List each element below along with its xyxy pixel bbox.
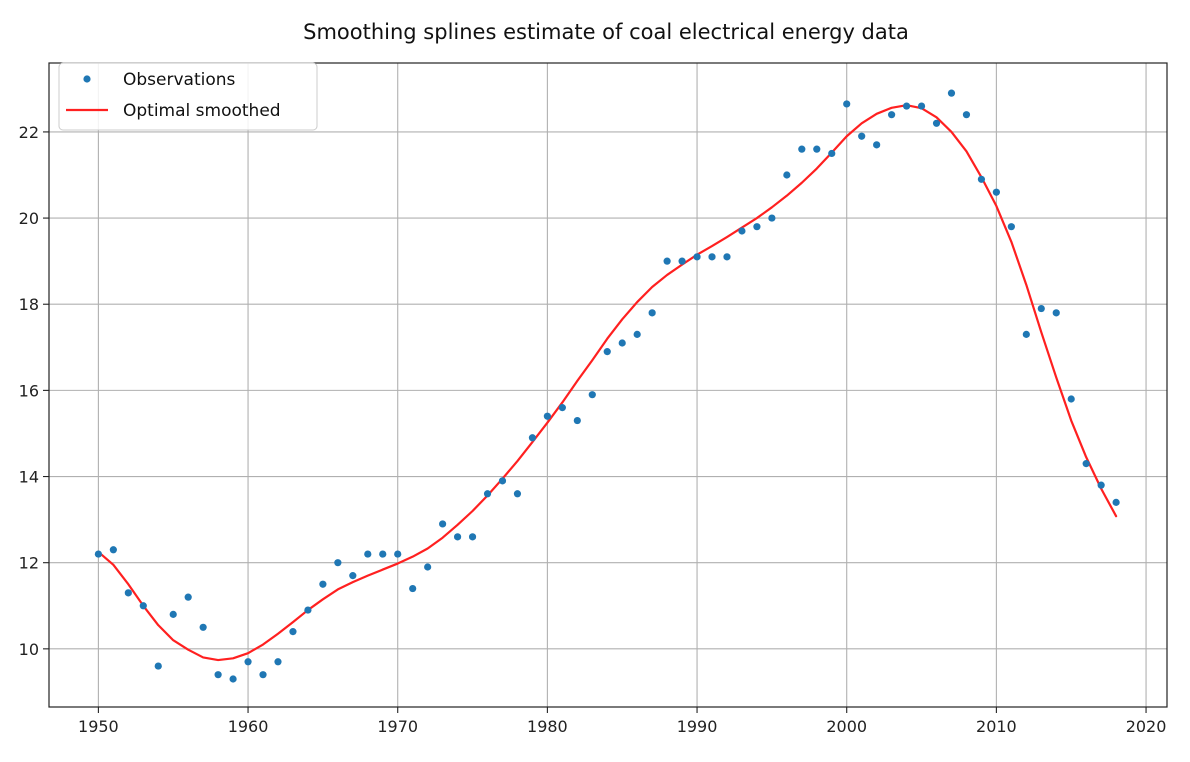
observation-point — [573, 416, 581, 425]
observation-point — [828, 149, 836, 158]
observation-point — [304, 606, 312, 614]
observation-point — [902, 102, 911, 110]
observation-point — [723, 253, 731, 261]
observation-point — [813, 145, 821, 153]
observation-point — [364, 550, 372, 558]
x-tick-label: 1960 — [228, 717, 269, 736]
observation-point — [798, 145, 806, 153]
observation-point — [229, 675, 237, 683]
observation-point — [109, 546, 117, 554]
observation-point — [932, 119, 941, 127]
smoothed-line-layer — [97, 104, 1118, 662]
grid — [49, 63, 1167, 707]
observation-point — [753, 223, 761, 231]
observation-point — [468, 533, 477, 541]
x-tick-label: 2000 — [826, 717, 867, 736]
observation-point — [1082, 460, 1090, 468]
observation-point — [319, 580, 327, 588]
x-axis-ticks: 1950 1960 1970 1980 1990 2000 2010 2020 — [78, 707, 1166, 736]
observation-point — [513, 490, 522, 498]
observation-point — [783, 171, 791, 179]
observation-point — [558, 404, 566, 412]
observation-point — [1022, 330, 1030, 338]
observation-point — [274, 658, 282, 666]
observation-point — [124, 589, 132, 597]
observation-point — [588, 391, 596, 399]
y-tick-label: 12 — [19, 554, 39, 573]
observation-point — [1067, 395, 1075, 403]
observation-point — [977, 175, 986, 183]
observation-point — [394, 550, 402, 558]
observation-point — [603, 348, 611, 356]
observation-point — [334, 559, 342, 567]
legend-observations-marker — [83, 75, 91, 83]
legend-smoothed-label: Optimal smoothed — [123, 101, 281, 121]
observation-point — [947, 89, 956, 97]
observation-point — [528, 434, 537, 442]
observation-point — [439, 520, 447, 528]
observation-point — [379, 550, 387, 558]
observation-point — [1112, 498, 1120, 506]
y-tick-label: 18 — [19, 295, 39, 314]
observation-point — [259, 671, 267, 679]
observation-point — [888, 111, 896, 119]
observation-point — [738, 227, 746, 235]
observation-point — [633, 330, 641, 338]
observation-point — [169, 610, 177, 618]
y-axis-ticks: 10 12 14 16 18 20 22 — [19, 123, 49, 659]
observation-point — [214, 671, 222, 679]
observation-point — [917, 102, 926, 110]
x-tick-label: 1970 — [377, 717, 418, 736]
observation-point — [858, 132, 866, 140]
plot-area-frame — [48, 62, 1168, 708]
y-tick-label: 14 — [19, 468, 39, 487]
observation-point — [289, 628, 297, 636]
y-tick-label: 16 — [19, 381, 39, 400]
x-tick-label: 1950 — [78, 717, 119, 736]
observation-point — [1007, 223, 1015, 231]
observation-point — [199, 623, 207, 631]
x-tick-label: 2010 — [976, 717, 1017, 736]
observation-point — [648, 309, 656, 317]
y-tick-label: 20 — [19, 209, 39, 228]
observation-point — [244, 658, 252, 666]
observation-point — [708, 253, 716, 261]
observation-point — [424, 563, 432, 571]
y-tick-label: 10 — [19, 640, 39, 659]
legend-box — [58, 62, 318, 131]
observation-point — [184, 593, 192, 601]
observation-points-layer — [94, 89, 1120, 683]
observation-point — [498, 477, 507, 485]
observation-point — [1097, 481, 1105, 489]
observation-point — [768, 214, 776, 222]
smoothed-series-line — [97, 104, 1118, 662]
observation-point — [349, 572, 357, 580]
observation-point — [678, 257, 686, 265]
observation-point — [873, 141, 881, 149]
observation-point — [843, 100, 851, 108]
observation-point — [483, 490, 492, 498]
observation-point — [543, 412, 551, 420]
observation-point — [992, 188, 1000, 196]
observation-point — [1037, 304, 1045, 313]
observation-point — [663, 257, 671, 265]
observation-point — [154, 662, 162, 670]
x-tick-label: 1980 — [527, 717, 568, 736]
observation-point — [962, 111, 971, 119]
chart-title: Smoothing splines estimate of coal elect… — [303, 20, 909, 44]
observation-point — [453, 533, 462, 541]
observation-point — [409, 584, 417, 593]
observation-point — [1052, 309, 1060, 317]
observation-point — [139, 602, 147, 610]
legend: Observations Optimal smoothed — [58, 62, 318, 131]
observation-point — [94, 550, 102, 558]
legend-observations-label: Observations — [123, 70, 236, 90]
observation-point — [693, 253, 701, 261]
x-tick-label: 2020 — [1126, 717, 1167, 736]
y-tick-label: 22 — [19, 123, 39, 142]
observation-point — [618, 339, 626, 347]
x-tick-label: 1990 — [677, 717, 718, 736]
